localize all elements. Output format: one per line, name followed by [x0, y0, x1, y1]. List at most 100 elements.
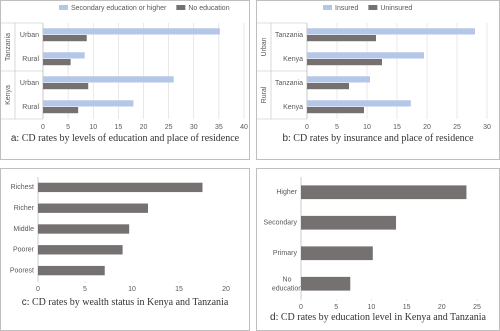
caption-label: a [10, 133, 17, 144]
group-label: Rural [261, 86, 268, 103]
caption-text: : CD rates by insurance and place of res… [288, 133, 474, 144]
y-tick-label: Rural [22, 56, 39, 63]
bar [307, 107, 364, 114]
bar [301, 246, 373, 261]
chart: 0 5 10 15 20 Richest Richer Middle Poorer Poorest [10, 177, 230, 293]
caption: b: CD rates by insurance and place of re… [261, 133, 495, 144]
x-tick-label: 25 [473, 304, 481, 311]
legend-label: Secondary education or higher [71, 5, 167, 12]
x-tick-label: 20 [140, 124, 148, 131]
y-tick-label: Higher [276, 189, 297, 196]
x-tick-label: 20 [438, 304, 446, 311]
caption: c: CD rates by wealth status in Kenya an… [5, 297, 245, 308]
x-tick-label: 30 [190, 124, 198, 131]
bar [43, 59, 71, 66]
chart-panel: 0 5 10 15 20 25 Higher Secondary Primary No educat… [256, 168, 500, 331]
bar [307, 28, 475, 35]
bar [38, 245, 123, 255]
y-tick-label: Urban [20, 80, 39, 87]
bar [43, 100, 134, 107]
bar [38, 182, 203, 193]
x-tick-label: 5 [334, 304, 338, 311]
bar [307, 35, 376, 42]
legend-swatch [323, 5, 332, 10]
y-tick-label: Secondary [264, 220, 298, 227]
x-tick-label: 10 [368, 304, 376, 311]
caption-text: : CD rates by levels of education and pl… [16, 133, 240, 144]
x-tick-label: 10 [89, 124, 97, 131]
y-tick-label: Poorer [13, 247, 35, 254]
x-tick-label: 40 [240, 124, 248, 131]
bar [43, 52, 85, 59]
bar [43, 83, 89, 90]
legend-label: Insured [335, 5, 358, 12]
legend-label: No education [188, 5, 229, 12]
x-tick-label: 15 [403, 304, 411, 311]
y-tick-label: Kenya [283, 104, 303, 111]
y-tick-label: No education [272, 276, 302, 292]
caption-label: d [270, 312, 276, 323]
bar [307, 100, 411, 107]
chart-panel: 0 5 10 15 20 Richest Richer Middle Poorer Poorest… [0, 168, 250, 331]
x-tick-label: 20 [423, 124, 431, 131]
y-tick-label: Rural [22, 104, 39, 111]
legend-swatch [368, 5, 378, 10]
group-label: Kenya [5, 85, 12, 105]
x-tick-label: 15 [393, 124, 401, 131]
caption-label: c [21, 297, 27, 308]
y-tick-label: Middle [13, 226, 34, 233]
bar [307, 59, 382, 66]
y-tick-label: Tanzania [275, 80, 303, 87]
y-tick-label: Richest [11, 184, 34, 191]
bar [43, 35, 87, 42]
y-tick-label: Poorest [10, 267, 34, 274]
legend-label: Uninsured [380, 5, 412, 12]
y-tick-label: Kenya [283, 56, 303, 63]
x-tick-label: 20 [222, 286, 230, 293]
x-tick-label: 5 [335, 124, 339, 131]
legend-swatch [176, 5, 186, 10]
bar [43, 76, 174, 83]
caption-label: b [282, 133, 289, 144]
x-tick-label: 10 [128, 286, 136, 293]
x-tick-label: 0 [36, 286, 40, 293]
caption: a: CD rates by levels of education and p… [5, 133, 245, 144]
x-tick-label: 10 [363, 124, 371, 131]
y-tick-label: Richer [14, 205, 35, 212]
caption-text: : CD rates by education level in Kenya a… [275, 312, 486, 323]
group-label: Tanzania [5, 33, 12, 61]
x-tick-label: 25 [165, 124, 173, 131]
x-tick-label: 0 [305, 124, 309, 131]
bar [301, 215, 397, 230]
chart-panel: 0 5 10 15 20 25 30 Tanzania Kenya Tanzania Kenya Ur… [256, 0, 500, 160]
x-tick-label: 30 [483, 124, 491, 131]
x-tick-label: 35 [215, 124, 223, 131]
y-tick-label: Urban [20, 32, 39, 39]
bar [38, 203, 148, 213]
y-tick-label: Primary [273, 250, 298, 257]
x-tick-label: 0 [299, 304, 303, 311]
x-tick-label: 5 [83, 286, 87, 293]
x-tick-label: 5 [66, 124, 70, 131]
bar [38, 265, 105, 276]
bar [307, 52, 424, 59]
bar [43, 107, 79, 114]
chart: 0 5 10 15 20 25 30 Tanzania Kenya Tanzania Kenya Ur… [257, 5, 491, 131]
bar [38, 224, 130, 234]
chart: 0 5 10 15 20 25 Higher Secondary Primary No educat… [264, 177, 481, 311]
group-label: Urban [261, 37, 268, 56]
legend-swatch [59, 5, 68, 10]
caption: d: CD rates by education level in Kenya … [261, 312, 495, 323]
x-tick-label: 0 [41, 124, 45, 131]
bar [307, 76, 370, 83]
y-tick-label: Tanzania [275, 32, 303, 39]
bar [43, 28, 220, 35]
bar [301, 185, 467, 200]
caption-text: : CD rates by wealth status in Kenya and… [26, 297, 229, 308]
x-tick-label: 25 [453, 124, 461, 131]
x-tick-label: 15 [114, 124, 122, 131]
chart: 0 5 10 15 20 25 30 35 40 Urban Rural Urban Rural Tanz… [1, 5, 248, 131]
bar [307, 83, 349, 90]
chart-panel: 0 5 10 15 20 25 30 35 40 Urban Rural Urban Rural Tanz… [0, 0, 250, 160]
